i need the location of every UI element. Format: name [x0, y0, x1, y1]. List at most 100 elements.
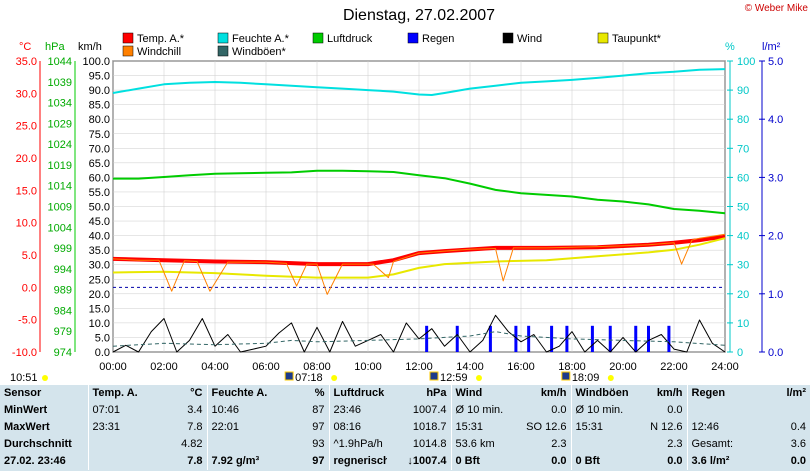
temp-tick-label: 25.0 — [16, 121, 37, 133]
x-tick-label: 02:00 — [150, 361, 178, 373]
wind-axis-unit: km/h — [78, 41, 102, 53]
stats-header-cell: km/h — [656, 387, 683, 399]
temp-tick-label: -10.0 — [12, 347, 37, 359]
legend-swatch-6 — [122, 45, 134, 57]
humidity-tick-label: 70 — [737, 143, 749, 155]
pressure-tick-label: 1034 — [48, 98, 72, 110]
wind-tick-label: 60.0 — [89, 172, 110, 184]
sunrise-time-label: 07:18 — [295, 372, 323, 384]
stats-cell: 87 — [312, 404, 325, 416]
wind-tick-label: 35.0 — [89, 245, 110, 257]
rain-tick-label: 5.0 — [768, 56, 783, 68]
rain-bar — [425, 325, 429, 352]
wind-tick-label: 95.0 — [89, 71, 110, 83]
noon-time-label: 12:59 — [440, 372, 468, 384]
stats-cell: 23:46 — [328, 402, 387, 419]
stats-cell: 0 Bft — [450, 453, 511, 470]
wind-tick-label: 20.0 — [89, 289, 110, 301]
temp-tick-label: 35.0 — [16, 56, 37, 68]
legend-label-4: Wind — [517, 33, 542, 45]
stats-cell: 0.0 — [667, 455, 683, 467]
pressure-tick-label: 984 — [54, 305, 72, 317]
rain-bar — [514, 325, 518, 352]
humidity-tick-label: 40 — [737, 231, 749, 243]
stats-header-cell: °C — [190, 387, 203, 399]
stats-cell: 0.0 — [790, 455, 806, 467]
left-time-sun-icon — [42, 375, 48, 381]
rain-axis-unit: l/m² — [762, 41, 781, 53]
stats-header-cell: Luftdruck — [328, 385, 387, 402]
wind-tick-label: 65.0 — [89, 158, 110, 170]
rain-tick-label: 1.0 — [768, 289, 783, 301]
stats-cell: 0 Bft — [570, 453, 631, 470]
rain-bar — [647, 325, 650, 352]
stats-cell: 1014.8 — [412, 438, 447, 450]
stats-cell: 23:31 — [87, 419, 152, 436]
legend-label-3: Regen — [422, 33, 454, 45]
rain-tick-label: 2.0 — [768, 231, 783, 243]
stats-row-label: MinWert — [4, 404, 48, 416]
stats-cell: Ø 10 min. — [450, 402, 511, 419]
sunrise-marker-icon — [284, 371, 294, 381]
humidity-tick-label: 0 — [737, 347, 743, 359]
x-tick-label: 22:00 — [660, 361, 688, 373]
series-line-2 — [112, 233, 726, 295]
stats-header-cell: Sensor — [4, 387, 42, 399]
pressure-tick-label: 1014 — [48, 181, 72, 193]
stats-cell: ^1.9hPa/h — [328, 436, 387, 453]
legend-swatch-5 — [597, 32, 609, 44]
x-tick-label: 10:00 — [354, 361, 382, 373]
wind-tick-label: 40.0 — [89, 231, 110, 243]
chart-title: Dienstag, 27.02.2007 — [343, 7, 495, 24]
humidity-tick-label: 60 — [737, 172, 749, 184]
stats-cell: 10:46 — [206, 402, 277, 419]
stats-row-label: Durchschnitt — [4, 438, 72, 450]
stats-cell: 0.0 — [551, 455, 567, 467]
legend-swatch-7 — [217, 45, 229, 57]
stats-cell: regnerisch — [328, 453, 387, 470]
stats-cell: 12:46 — [686, 419, 745, 436]
stats-cell: 22:01 — [206, 419, 277, 436]
wind-tick-label: 25.0 — [89, 274, 110, 286]
temp-tick-label: 5.0 — [22, 250, 37, 262]
legend-label-1: Feuchte A.* — [232, 33, 290, 45]
sunset-sun-icon — [607, 375, 614, 381]
wind-tick-label: 15.0 — [89, 303, 110, 315]
stats-cell: ↓1007.4 — [407, 455, 447, 467]
pressure-tick-label: 1024 — [48, 139, 72, 151]
stats-cell: 7.8 — [187, 421, 203, 433]
stats-header-cell: Feuchte A. — [206, 385, 277, 402]
legend-swatch-4 — [502, 32, 514, 44]
stats-cell — [87, 453, 152, 470]
stats-cell: 15:31 — [570, 419, 631, 436]
humidity-tick-label: 80 — [737, 114, 749, 126]
stats-cell: 1018.7 — [412, 421, 447, 433]
pressure-tick-label: 989 — [54, 285, 72, 297]
pressure-tick-label: 1019 — [48, 160, 72, 172]
stats-row: MaxWert 23:31 7.8 22:01 97 08:16 1018.7 15:31 SO… — [0, 419, 810, 436]
x-tick-label: 20:00 — [609, 361, 637, 373]
stats-cell: 07:01 — [87, 402, 152, 419]
wind-tick-label: 90.0 — [89, 85, 110, 97]
stats-cell: 08:16 — [328, 419, 387, 436]
wind-tick-label: 0.0 — [95, 347, 110, 359]
stats-cell: 7.92 g/m³ — [206, 453, 277, 470]
stats-cell: 0.0 — [667, 404, 683, 416]
stats-cell — [570, 436, 631, 453]
sunrise-sun-icon — [331, 375, 338, 381]
series-line-6 — [112, 331, 726, 347]
stats-cell: Gesamt: — [686, 436, 745, 453]
stats-header-cell: Windböen — [570, 385, 631, 402]
left-time-label: 10:51 — [10, 372, 38, 384]
rain-tick-label: 4.0 — [768, 114, 783, 126]
x-tick-label: 18:00 — [558, 361, 586, 373]
legend-label-2: Luftdruck — [327, 33, 373, 45]
stats-header-cell: % — [314, 387, 325, 399]
rain-bar — [667, 325, 671, 352]
wind-tick-label: 70.0 — [89, 143, 110, 155]
stats-cell: 2.3 — [551, 438, 567, 450]
stats-header-cell: km/h — [540, 387, 567, 399]
sunset-marker-icon — [561, 371, 571, 381]
rain-tick-label: 3.0 — [768, 172, 783, 184]
noon-sun-icon — [475, 375, 482, 381]
